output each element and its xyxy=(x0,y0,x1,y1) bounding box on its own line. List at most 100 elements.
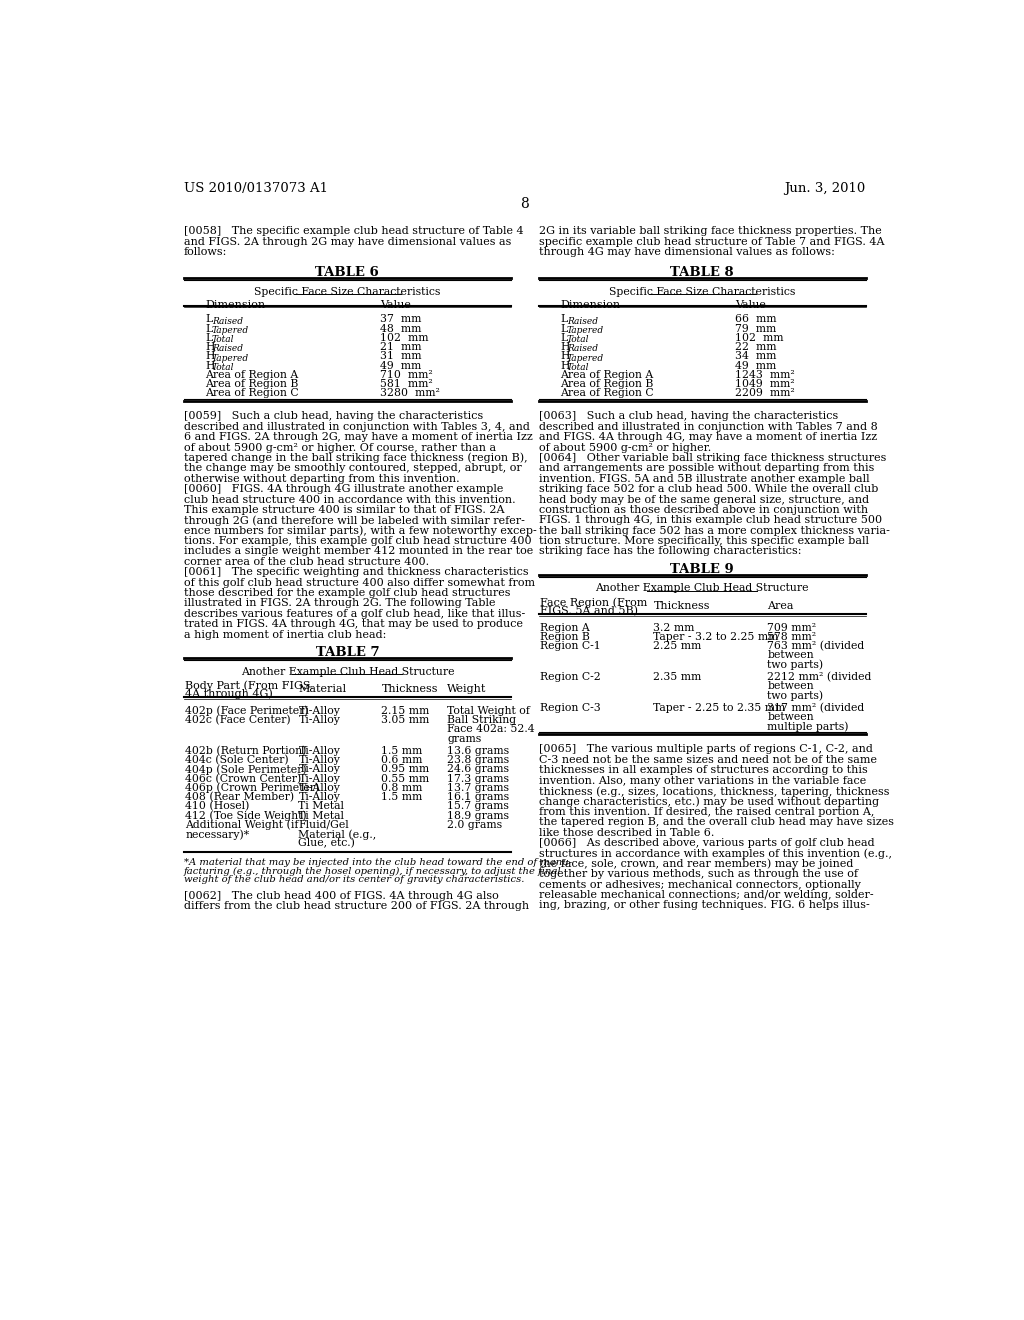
Text: of about 5900 g-cm² or higher.: of about 5900 g-cm² or higher. xyxy=(539,442,711,453)
Text: Ti Metal: Ti Metal xyxy=(299,810,344,821)
Text: 1049  mm²: 1049 mm² xyxy=(735,379,795,389)
Text: weight of the club head and/or its center of gravity characteristics.: weight of the club head and/or its cente… xyxy=(183,875,524,884)
Text: 102  mm: 102 mm xyxy=(380,333,428,343)
Text: 402b (Return Portion): 402b (Return Portion) xyxy=(185,746,307,756)
Text: of this golf club head structure 400 also differ somewhat from: of this golf club head structure 400 als… xyxy=(183,578,535,587)
Text: US 2010/0137073 A1: US 2010/0137073 A1 xyxy=(183,182,328,194)
Text: Thickness: Thickness xyxy=(381,684,438,694)
Text: 13.7 grams: 13.7 grams xyxy=(447,783,509,793)
Text: 79  mm: 79 mm xyxy=(735,323,776,334)
Text: Area of Region B: Area of Region B xyxy=(560,379,653,389)
Text: Raised: Raised xyxy=(566,317,598,326)
Text: [0062]   The club head 400 of FIGS. 4A through 4G also: [0062] The club head 400 of FIGS. 4A thr… xyxy=(183,891,499,902)
Text: tion structure. More specifically, this specific example ball: tion structure. More specifically, this … xyxy=(539,536,868,546)
Text: Material (e.g.,: Material (e.g., xyxy=(299,829,377,840)
Text: releasable mechanical connections; and/or welding, solder-: releasable mechanical connections; and/o… xyxy=(539,890,873,900)
Text: 23.8 grams: 23.8 grams xyxy=(447,755,509,766)
Text: 49  mm: 49 mm xyxy=(380,360,421,371)
Text: Raised: Raised xyxy=(212,317,243,326)
Text: 13.6 grams: 13.6 grams xyxy=(447,746,509,756)
Text: invention. FIGS. 5A and 5B illustrate another example ball: invention. FIGS. 5A and 5B illustrate an… xyxy=(539,474,869,483)
Text: invention. Also, many other variations in the variable face: invention. Also, many other variations i… xyxy=(539,776,866,785)
Text: Additional Weight (if: Additional Weight (if xyxy=(185,820,299,830)
Text: Ti-Alloy: Ti-Alloy xyxy=(299,706,340,715)
Text: 2.15 mm: 2.15 mm xyxy=(381,706,430,715)
Text: 22  mm: 22 mm xyxy=(735,342,776,352)
Text: multiple parts): multiple parts) xyxy=(767,721,849,731)
Text: facturing (e.g., through the hosel opening), if necessary, to adjust the final: facturing (e.g., through the hosel openi… xyxy=(183,866,561,875)
Text: 4A through 4G): 4A through 4G) xyxy=(185,689,273,700)
Text: Area of Region A: Area of Region A xyxy=(560,370,653,380)
Text: C-3 need not be the same sizes and need not be of the same: C-3 need not be the same sizes and need … xyxy=(539,755,877,764)
Text: Area of Region C: Area of Region C xyxy=(560,388,654,399)
Text: 402c (Face Center): 402c (Face Center) xyxy=(185,715,291,726)
Text: 1243  mm²: 1243 mm² xyxy=(735,370,795,380)
Text: includes a single weight member 412 mounted in the rear toe: includes a single weight member 412 moun… xyxy=(183,546,534,557)
Text: necessary)*: necessary)* xyxy=(185,829,250,840)
Text: Ti-Alloy: Ti-Alloy xyxy=(299,715,340,725)
Text: Another Example Club Head Structure: Another Example Club Head Structure xyxy=(596,583,809,594)
Text: 49  mm: 49 mm xyxy=(735,360,776,371)
Text: 2.0 grams: 2.0 grams xyxy=(447,820,503,830)
Text: Weight: Weight xyxy=(447,684,486,694)
Text: 2.35 mm: 2.35 mm xyxy=(653,672,701,682)
Text: This example structure 400 is similar to that of FIGS. 2A: This example structure 400 is similar to… xyxy=(183,506,504,515)
Text: [0058]   The specific example club head structure of Table 4: [0058] The specific example club head st… xyxy=(183,226,523,236)
Text: Ball Striking: Ball Striking xyxy=(447,715,516,725)
Text: TABLE 9: TABLE 9 xyxy=(671,564,734,576)
Text: and FIGS. 2A through 2G may have dimensional values as: and FIGS. 2A through 2G may have dimensi… xyxy=(183,236,511,247)
Text: Ti-Alloy: Ti-Alloy xyxy=(299,783,340,793)
Text: corner area of the club head structure 400.: corner area of the club head structure 4… xyxy=(183,557,429,566)
Text: 2.25 mm: 2.25 mm xyxy=(653,642,701,651)
Text: described and illustrated in conjunction with Tables 7 and 8: described and illustrated in conjunction… xyxy=(539,422,878,432)
Text: Thickness: Thickness xyxy=(653,601,710,611)
Text: of about 5900 g-cm² or higher. Of course, rather than a: of about 5900 g-cm² or higher. Of course… xyxy=(183,442,496,453)
Text: Value: Value xyxy=(735,301,766,310)
Text: [0059]   Such a club head, having the characteristics: [0059] Such a club head, having the char… xyxy=(183,412,483,421)
Text: 763 mm² (divided: 763 mm² (divided xyxy=(767,642,864,652)
Text: Total Weight of: Total Weight of xyxy=(447,706,530,715)
Text: together by various methods, such as through the use of: together by various methods, such as thr… xyxy=(539,869,858,879)
Text: Ti-Alloy: Ti-Alloy xyxy=(299,764,340,775)
Text: striking face 502 for a club head 500. While the overall club: striking face 502 for a club head 500. W… xyxy=(539,484,879,494)
Text: H: H xyxy=(206,351,215,362)
Text: 17.3 grams: 17.3 grams xyxy=(447,774,509,784)
Text: Taper - 3.2 to 2.25 mm: Taper - 3.2 to 2.25 mm xyxy=(653,632,779,642)
Text: L: L xyxy=(560,323,567,334)
Text: 0.6 mm: 0.6 mm xyxy=(381,755,423,766)
Text: specific example club head structure of Table 7 and FIGS. 4A: specific example club head structure of … xyxy=(539,236,885,247)
Text: H: H xyxy=(560,360,570,371)
Text: FIGS. 1 through 4G, in this example club head structure 500: FIGS. 1 through 4G, in this example club… xyxy=(539,515,882,525)
Text: ence numbers for similar parts), with a few noteworthy excep-: ence numbers for similar parts), with a … xyxy=(183,525,537,536)
Text: 16.1 grams: 16.1 grams xyxy=(447,792,509,803)
Text: a high moment of inertia club head:: a high moment of inertia club head: xyxy=(183,630,386,640)
Text: Ti-Alloy: Ti-Alloy xyxy=(299,746,340,756)
Text: 410 (Hosel): 410 (Hosel) xyxy=(185,801,250,812)
Text: Total: Total xyxy=(212,363,234,372)
Text: Tapered: Tapered xyxy=(566,354,604,363)
Text: Ti-Alloy: Ti-Alloy xyxy=(299,755,340,766)
Text: Raised: Raised xyxy=(212,345,243,354)
Text: 317 mm² (divided: 317 mm² (divided xyxy=(767,702,864,713)
Text: Area of Region B: Area of Region B xyxy=(206,379,299,389)
Text: [0065]   The various multiple parts of regions C-1, C-2, and: [0065] The various multiple parts of reg… xyxy=(539,744,872,754)
Text: Region C-2: Region C-2 xyxy=(541,672,601,682)
Text: and arrangements are possible without departing from this: and arrangements are possible without de… xyxy=(539,463,874,474)
Text: Total: Total xyxy=(212,335,234,345)
Text: TABLE 6: TABLE 6 xyxy=(315,267,379,280)
Text: L: L xyxy=(560,314,567,325)
Text: otherwise without departing from this invention.: otherwise without departing from this in… xyxy=(183,474,460,483)
Text: TABLE 8: TABLE 8 xyxy=(671,267,734,280)
Text: describes various features of a golf club head, like that illus-: describes various features of a golf clu… xyxy=(183,609,525,619)
Text: 31  mm: 31 mm xyxy=(380,351,422,362)
Text: 6 and FIGS. 2A through 2G, may have a moment of inertia Izz: 6 and FIGS. 2A through 2G, may have a mo… xyxy=(183,432,532,442)
Text: H: H xyxy=(206,360,215,371)
Text: L: L xyxy=(206,323,213,334)
Text: Tapered: Tapered xyxy=(212,326,249,335)
Text: Another Example Club Head Structure: Another Example Club Head Structure xyxy=(241,667,454,677)
Text: Total: Total xyxy=(566,363,589,372)
Text: 402p (Face Perimeter): 402p (Face Perimeter) xyxy=(185,706,309,717)
Text: 15.7 grams: 15.7 grams xyxy=(447,801,509,812)
Text: cements or adhesives; mechanical connectors, optionally: cements or adhesives; mechanical connect… xyxy=(539,879,860,890)
Text: 8: 8 xyxy=(520,197,529,211)
